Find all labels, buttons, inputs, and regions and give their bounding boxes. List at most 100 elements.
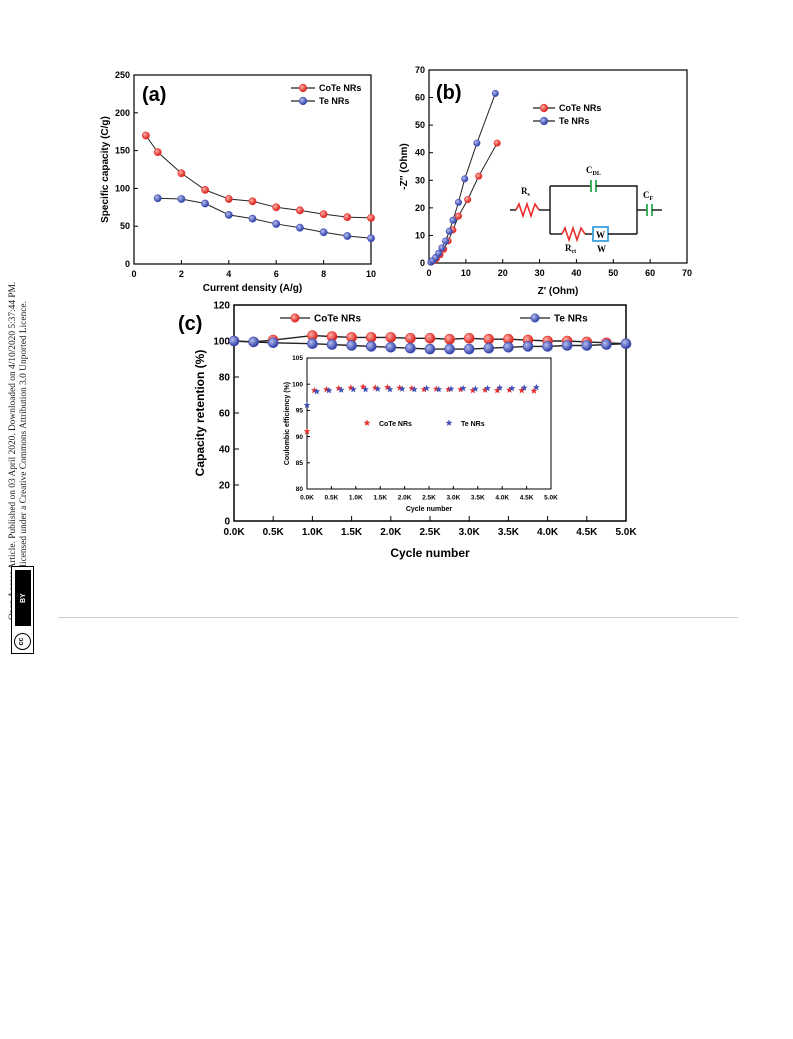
x-tick-label: 3.0K (459, 527, 481, 538)
cote-c-point (405, 332, 416, 344)
cote-b-point (493, 139, 501, 147)
rct-label: Rct (565, 243, 576, 255)
te-a-line (157, 197, 372, 239)
cote-c-legend-marker (290, 313, 300, 323)
cote-b-legend-label: CoTe NRs (559, 103, 601, 113)
rs-resistor (515, 201, 540, 219)
x-tick-label: 10 (366, 269, 376, 279)
cote-inset-point (310, 386, 318, 394)
cote-c-point (365, 332, 377, 343)
cote-inset-point (481, 386, 489, 393)
x-tick-label: 60 (645, 268, 655, 278)
te-a-legend-marker (298, 96, 308, 106)
te-inset-point (362, 385, 369, 393)
cote-a-point (224, 195, 233, 203)
te-c-point (424, 343, 436, 355)
equivalent-circuit: W Rs CDL CF Rct W (510, 165, 662, 255)
x-tick-label: 0.5K (263, 527, 285, 538)
x-tick-label: 50 (608, 268, 618, 278)
x-tick-label: 70 (682, 268, 692, 278)
y-axis-label: Capacity retention (%) (193, 350, 207, 477)
by-label: BY (15, 570, 31, 626)
cote-inset-point (408, 384, 416, 392)
plot-frame (306, 357, 552, 490)
te-c-point (444, 343, 455, 355)
y-tick-label: 100 (292, 381, 303, 388)
te-c-point (248, 336, 259, 348)
te-inset-legend-label: Te NRs (461, 421, 485, 428)
te-b-point (442, 237, 450, 245)
y-tick-label: 0 (125, 259, 130, 269)
te-a-point (177, 195, 186, 203)
panel-a-label: (a) (142, 84, 166, 106)
te-a-point (367, 234, 375, 243)
cote-inset-point (359, 383, 367, 390)
warburg-box-label: W (596, 230, 605, 240)
x-axis-label: Cycle number (406, 506, 453, 513)
te-c-point (601, 339, 612, 350)
x-tick-label: 3.0K (447, 495, 461, 502)
te-b-legend-marker (539, 116, 549, 126)
cf-label: CF (643, 190, 654, 202)
x-tick-label: 0 (131, 269, 136, 279)
x-tick-label: 0.0K (223, 527, 245, 538)
te-inset-point (520, 384, 528, 391)
x-tick-label: 10 (461, 268, 471, 278)
te-c-point (542, 341, 553, 352)
cote-inset-point (384, 383, 391, 391)
x-tick-label: 1.0K (349, 495, 363, 502)
te-a-point (248, 214, 257, 223)
te-inset-point (303, 401, 311, 409)
cote-a-legend-label: CoTe NRs (319, 83, 361, 93)
y-tick-label: 70 (415, 65, 425, 75)
te-inset-point (508, 384, 516, 392)
te-b-point (435, 249, 443, 257)
te-a-point (224, 210, 233, 219)
te-c-point (503, 341, 514, 353)
warburg-label: W (597, 244, 606, 254)
te-inset-point (337, 386, 345, 393)
panel-b-label: (b) (436, 82, 462, 104)
x-tick-label: 20 (498, 268, 508, 278)
cdl-label: CDL (586, 165, 601, 177)
te-a-point (153, 194, 162, 203)
y-tick-label: 20 (415, 203, 425, 213)
cote-inset-point (506, 386, 513, 393)
te-inset-point (496, 384, 504, 391)
te-c-legend-marker (530, 313, 540, 323)
cote-a-point (343, 213, 352, 222)
rct-resistor (561, 225, 586, 243)
te-a-point (201, 199, 209, 208)
te-b-point (461, 175, 469, 183)
y-tick-label: 120 (213, 300, 230, 311)
cc-by-badge[interactable]: BY cc (11, 566, 34, 654)
te-inset-point (471, 385, 479, 392)
y-tick-label: 100 (115, 183, 130, 193)
cote-b-point (475, 172, 483, 180)
cote-inset-point (335, 384, 343, 392)
te-inset-point (435, 385, 443, 393)
cote-a-point (201, 186, 209, 194)
x-tick-label: 8 (321, 269, 326, 279)
y-tick-label: 250 (115, 70, 130, 80)
y-tick-label: 80 (296, 486, 304, 493)
cote-c-point (463, 332, 475, 344)
cote-inset-point (347, 384, 355, 391)
te-inset-point (410, 385, 418, 393)
y-tick-label: 100 (213, 336, 230, 347)
te-a-point (272, 220, 281, 228)
te-inset-point (398, 385, 406, 392)
te-a-point (319, 228, 328, 237)
x-tick-label: 40 (571, 268, 581, 278)
te-b-point (445, 227, 453, 235)
te-b-point (491, 89, 499, 97)
y-tick-label: 90 (296, 434, 304, 441)
plot-frame (133, 74, 372, 265)
x-tick-label: 4.5K (520, 495, 534, 502)
cote-a-point (153, 148, 162, 157)
x-tick-label: 5.0K (615, 527, 637, 538)
plot-frame (428, 69, 688, 264)
x-tick-label: 4.5K (576, 527, 598, 538)
rs-label: Rs (521, 186, 531, 198)
